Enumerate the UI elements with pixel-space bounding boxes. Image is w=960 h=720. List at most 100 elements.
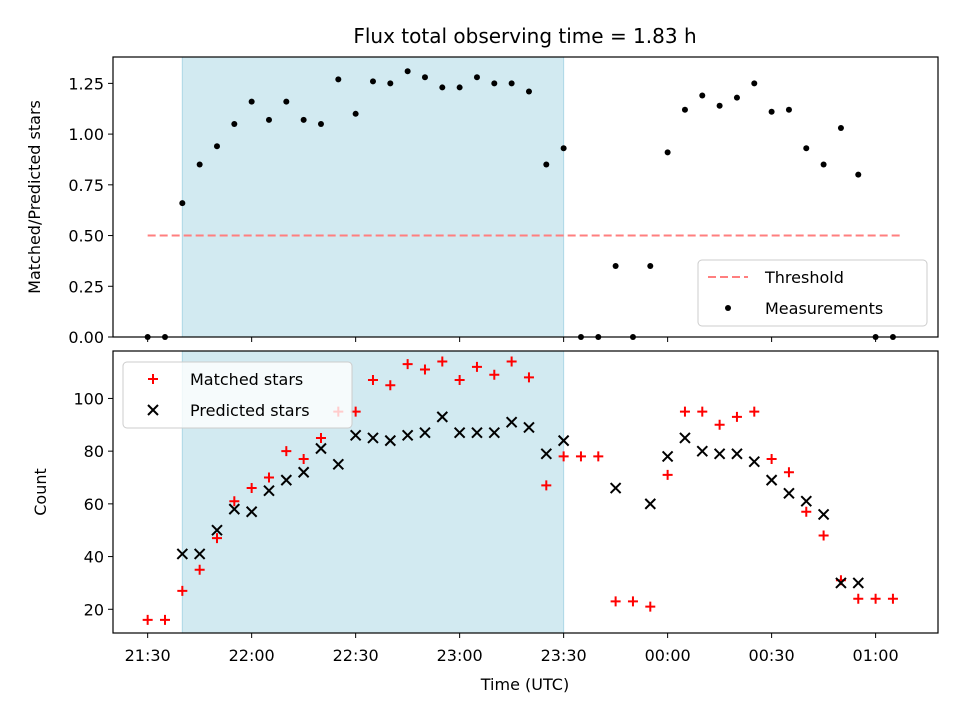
data-point — [817, 508, 830, 521]
y-tick-label: 0.25 — [68, 277, 104, 296]
x-tick-label: 22:30 — [333, 646, 379, 665]
data-point — [593, 451, 604, 462]
data-point — [142, 614, 153, 625]
data-point — [751, 80, 758, 87]
data-point — [335, 76, 342, 83]
data-point — [681, 106, 688, 113]
data-point — [419, 364, 430, 375]
data-point — [402, 359, 413, 370]
data-point — [211, 533, 222, 544]
y-tick-label: 20 — [84, 600, 104, 619]
data-point — [679, 432, 691, 444]
data-point — [471, 426, 483, 439]
data-point — [785, 106, 792, 113]
x-tick-label: 22:00 — [229, 646, 275, 665]
data-point — [401, 429, 414, 442]
data-point — [300, 116, 307, 123]
data-point — [713, 448, 726, 460]
data-point — [557, 434, 570, 447]
data-point — [352, 110, 359, 117]
data-point — [281, 446, 292, 457]
x-tick-label: 21:30 — [125, 646, 171, 665]
data-point — [265, 116, 272, 123]
data-point — [801, 506, 812, 517]
data-point — [315, 442, 327, 455]
data-point — [436, 411, 449, 423]
data-point — [714, 419, 725, 430]
data-point — [696, 445, 708, 457]
y-tick-label: 100 — [73, 389, 104, 408]
legend-handle — [725, 305, 731, 311]
data-point — [852, 577, 864, 589]
data-point — [870, 593, 881, 604]
legend-box — [697, 259, 928, 327]
y-tick-label: 80 — [84, 442, 104, 461]
data-point — [349, 429, 362, 442]
data-point — [297, 466, 310, 478]
data-point — [508, 80, 515, 87]
data-point — [367, 432, 379, 444]
y-tick-label: 1.25 — [68, 74, 104, 93]
legend-handle — [148, 374, 158, 384]
data-point — [733, 94, 740, 101]
y-tick-label: 0.00 — [68, 328, 104, 347]
series-predicted-stars — [176, 411, 864, 589]
data-point — [229, 496, 240, 507]
data-point — [488, 426, 501, 439]
data-point — [800, 495, 812, 507]
data-point — [818, 530, 829, 541]
data-point — [489, 369, 500, 380]
data-point — [783, 467, 794, 478]
data-point — [662, 469, 673, 480]
y-tick-label: 40 — [84, 548, 104, 567]
data-point — [456, 84, 463, 91]
data-point — [855, 171, 862, 178]
data-point — [558, 451, 569, 462]
x-tick-label: 00:30 — [749, 646, 795, 665]
data-point — [541, 480, 552, 491]
legend-label: Measurements — [765, 299, 883, 318]
data-point — [194, 564, 205, 575]
data-point — [679, 406, 690, 417]
data-point — [505, 416, 518, 428]
data-point — [523, 372, 534, 383]
data-point — [525, 88, 532, 95]
data-point — [560, 145, 567, 152]
data-point — [543, 161, 550, 168]
data-point — [644, 498, 656, 510]
data-point — [766, 454, 777, 465]
legend-label: Threshold — [764, 268, 844, 287]
axes-frame — [112, 350, 939, 634]
data-point — [387, 80, 394, 87]
x-tick-label: 23:00 — [437, 646, 483, 665]
data-point — [263, 484, 275, 497]
axes-frame — [112, 56, 939, 338]
y-tick-label: 60 — [84, 495, 104, 514]
data-point — [367, 374, 378, 385]
data-point — [213, 143, 220, 150]
data-point — [179, 200, 186, 207]
y-tick-label: 0.75 — [68, 176, 104, 195]
data-point — [699, 92, 706, 99]
data-point — [454, 374, 465, 385]
data-point — [246, 483, 257, 494]
data-point — [384, 434, 397, 447]
data-point — [491, 80, 498, 87]
x-tick-label: 23:30 — [541, 646, 587, 665]
data-point — [421, 74, 428, 81]
data-point — [231, 120, 238, 127]
data-point — [853, 593, 864, 604]
data-point — [887, 593, 898, 604]
data-point — [369, 78, 376, 85]
bottom-panel: 20 40 60 80 100 21:30 22:00 22:30 23:00 23:30 00:0… — [31, 350, 939, 665]
data-point — [177, 585, 188, 596]
data-point — [523, 421, 535, 434]
data-point — [731, 411, 742, 422]
data-point — [404, 68, 411, 75]
y-tick-label: 1.00 — [68, 125, 104, 144]
data-point — [332, 458, 345, 471]
data-point — [385, 380, 396, 391]
data-point — [317, 120, 324, 127]
data-point — [540, 448, 553, 460]
